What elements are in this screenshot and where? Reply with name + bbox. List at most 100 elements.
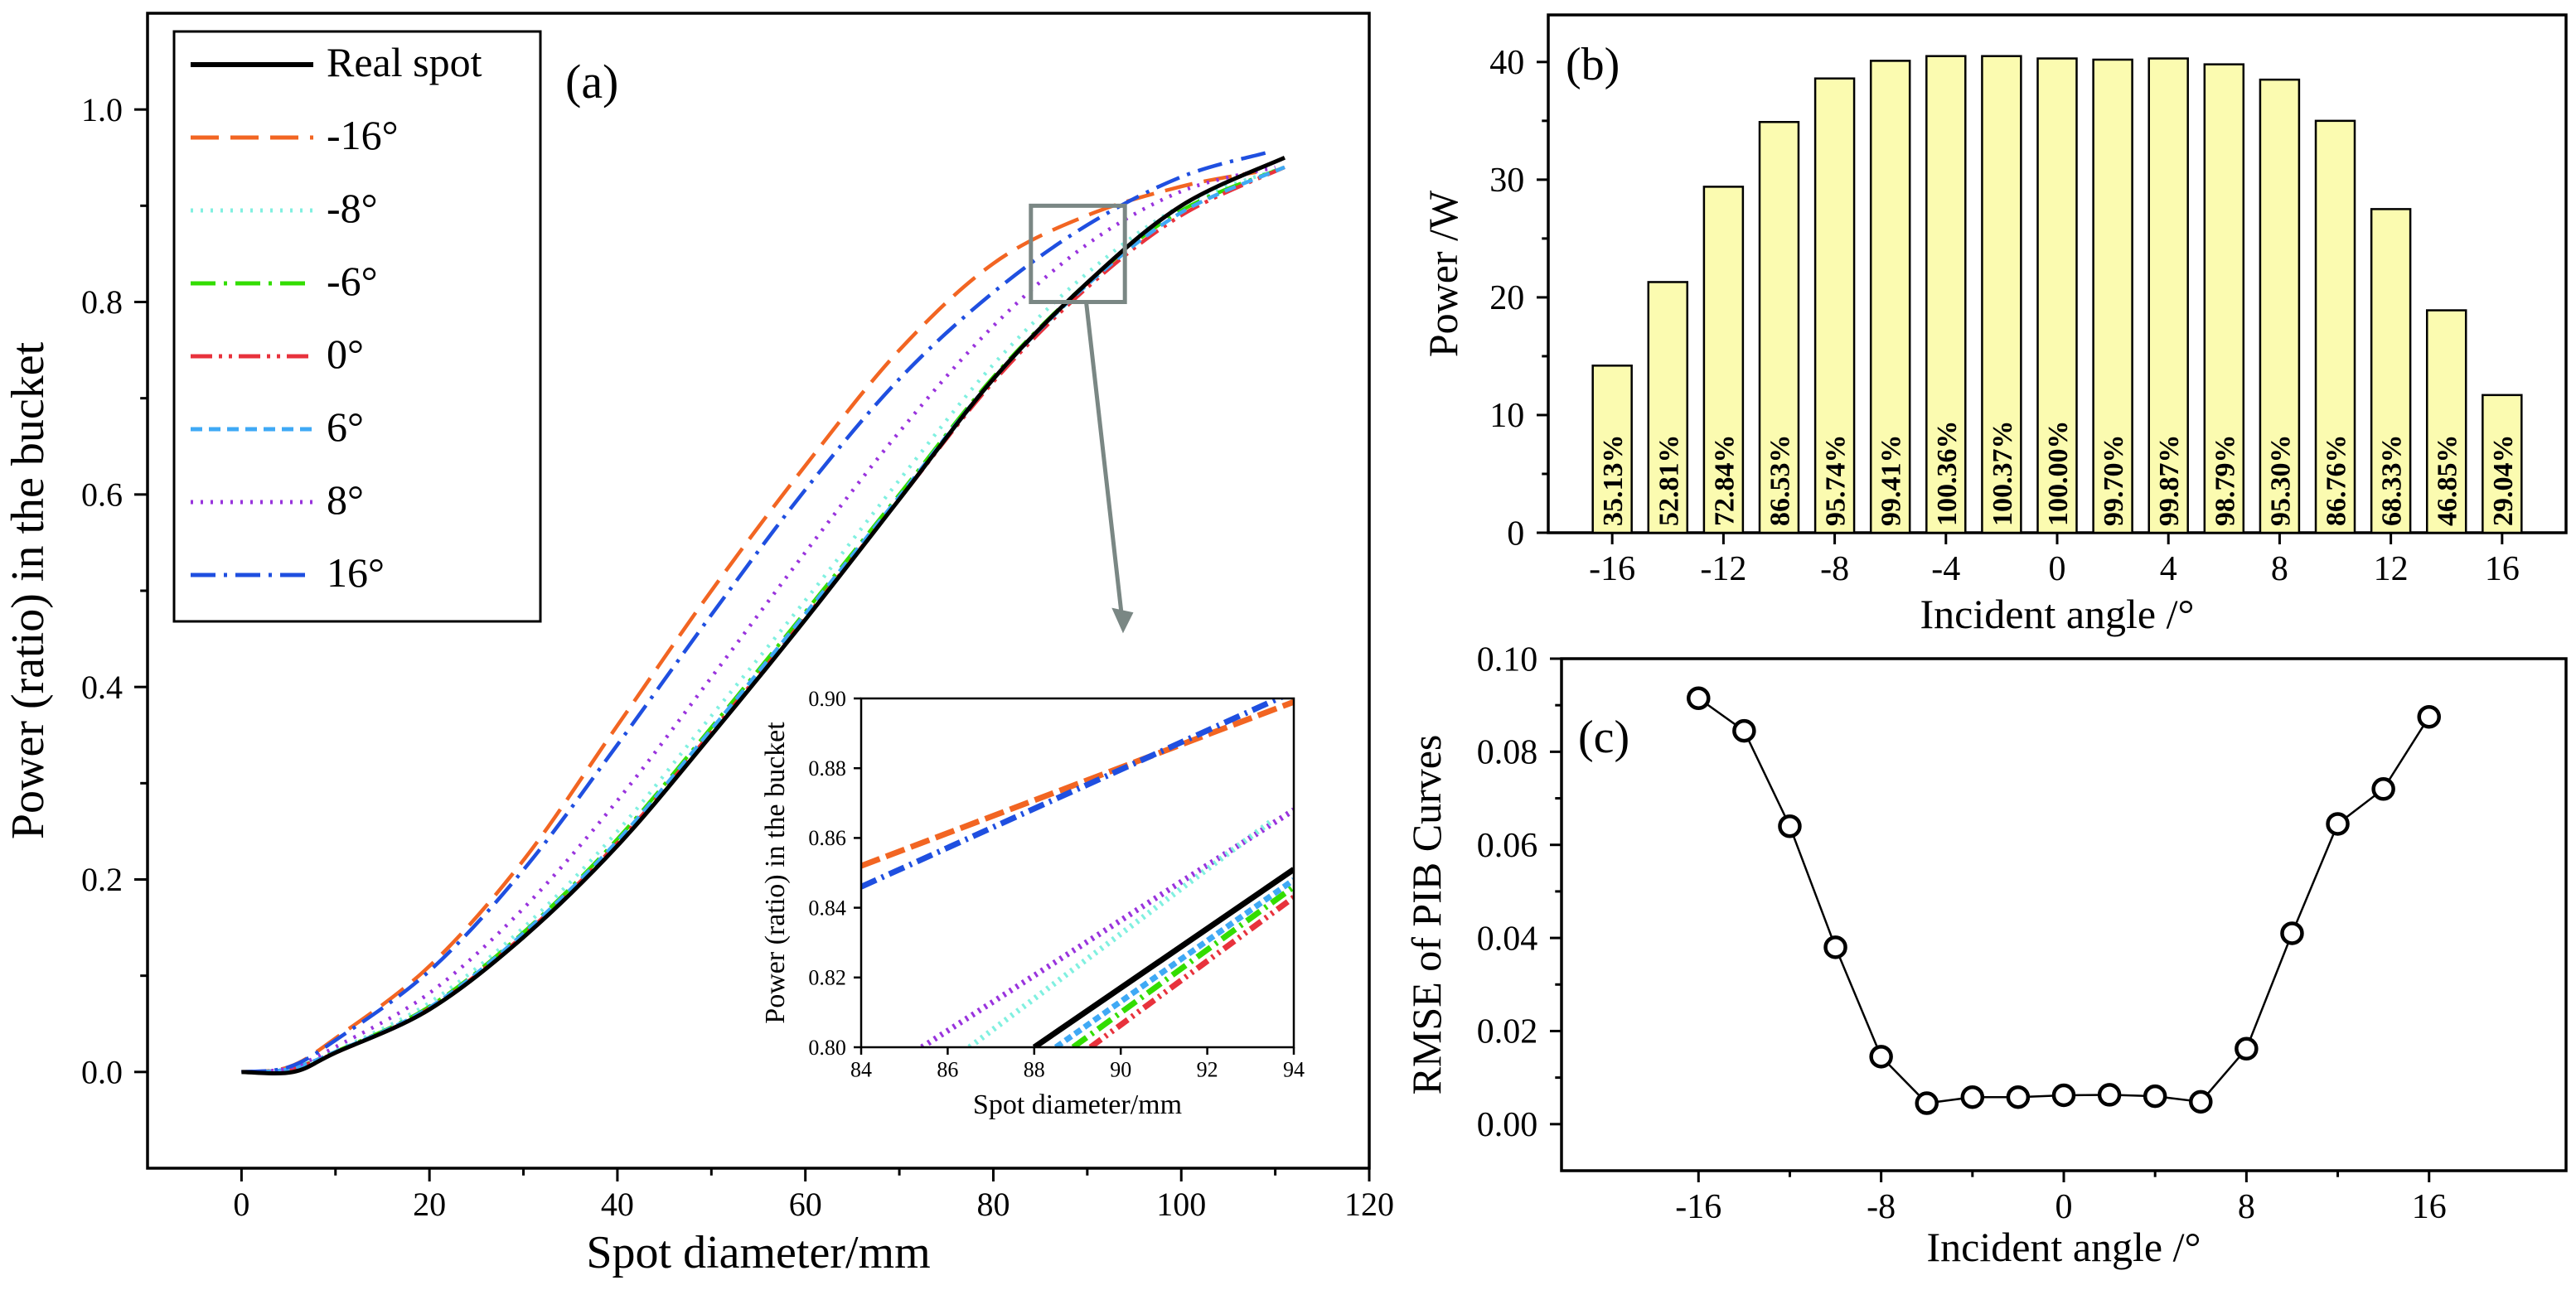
series-line [241,155,1286,1076]
bar [2147,57,2189,534]
rmse-point [1960,1085,1985,1109]
x-axis-label: Spot diameter/mm [586,1227,930,1278]
rmse-point [2006,1085,2031,1109]
bar [2482,394,2523,534]
rmse-point [2189,1089,2213,1114]
series-line [241,151,1266,1075]
x-tick-label: 120 [1344,1186,1394,1223]
bar-value-label: 46.85% [2433,435,2463,527]
y-tick-label: 0 [1507,515,1524,553]
y-tick-label: 0.80 [808,1036,846,1060]
x-axis-label: Spot diameter/mm [973,1089,1182,1120]
inset-chart: 84 86 88 90 92 94 0.80 0.82 0.84 0.86 0.88 0.90 Spot… [760,687,1305,1120]
bar-value-label: 86.53% [1765,435,1795,527]
panel-label: (c) [1578,712,1629,763]
x-tick-label: 20 [413,1186,446,1223]
x-tick-label: -16 [1589,550,1635,588]
y-tick-label: 0.06 [1477,827,1538,865]
y-tick-label: 0.8 [81,283,123,321]
x-tick-label: -12 [1700,550,1746,588]
rmse-point [2280,921,2304,945]
bar [1702,186,1745,534]
bar [2425,309,2467,534]
legend-label: -6° [327,258,378,304]
y-axis-label: Power (ratio) in the bucket [760,722,791,1024]
legend-label: 16° [327,549,385,596]
x-tick-label: 80 [976,1186,1010,1223]
bar [1591,365,1633,534]
y-tick-label: 0.90 [808,687,846,711]
x-tick-label: 0 [233,1186,249,1223]
legend-label: 6° [327,403,364,450]
bar-value-label: 95.30% [2265,435,2296,527]
x-tick-label: 88 [1024,1058,1045,1082]
inset-series-line [1053,877,1294,1047]
x-axis-label: Incident angle /° [1927,1224,2201,1270]
y-tick-label: 0.84 [808,896,846,920]
rmse-point [1869,1045,1893,1069]
x-tick-label: 12 [2374,550,2409,588]
rmse-point [2326,812,2350,836]
y-tick-label: 0.00 [1477,1106,1538,1144]
legend-label: 8° [327,476,364,523]
panel-label: (a) [565,55,618,109]
inset-series-line [1032,867,1294,1047]
x-tick-label: 90 [1110,1058,1131,1082]
zoom-arrowhead [1111,607,1134,634]
x-tick-label: 60 [789,1186,822,1223]
y-tick-label: 0.4 [81,669,123,706]
y-axis-label: Power /W [1420,190,1466,357]
bar-value-label: 99.70% [2099,435,2129,527]
bar [1758,121,1800,534]
y-tick-label: 0.04 [1477,920,1538,958]
zoom-arrow [1084,302,1124,614]
legend-label: -8° [327,185,378,231]
plot-frame [859,697,1295,1049]
x-tick-label: 86 [937,1058,958,1082]
bar [2036,57,2078,534]
bar-value-label: 72.84% [1709,435,1740,527]
bar [1925,55,1967,534]
rmse-point [1778,814,1802,838]
y-tick-label: 0.88 [808,756,846,780]
y-axis-label: Power (ratio) in the bucket [2,341,54,839]
x-tick-label: 16 [2412,1188,2447,1226]
rmse-point [1732,718,1756,743]
x-tick-label: -4 [1931,550,1960,588]
y-tick-label: 0.0 [81,1053,123,1090]
y-tick-label: 10 [1489,397,1524,435]
bar [2370,208,2412,534]
x-tick-label: 16 [2485,550,2520,588]
rmse-point [2371,777,2395,801]
inset-series-line [1071,884,1294,1047]
inset-lines [861,698,1294,1047]
inset-series-line [1088,895,1294,1047]
y-tick-label: 0.86 [808,826,846,850]
x-tick-label: -8 [1820,550,1849,588]
x-tick-label: 92 [1197,1058,1218,1082]
rmse-point [2097,1083,2122,1107]
y-tick-label: 20 [1489,279,1524,317]
series-line [241,165,1286,1075]
panel-label: (b) [1566,39,1620,90]
bar-value-label: 68.33% [2377,435,2408,527]
bar-value-label: 100.37% [1988,421,2018,527]
bar [2092,58,2133,534]
panel-a-chart: 0 20 40 60 80 100 120 0.0 0.2 0.4 0.6 0.8 1.0 Spot di… [2,12,1394,1278]
legend-label: -16° [327,112,399,158]
legend-label: 0° [327,331,364,377]
bar-value-label: 99.41% [1876,435,1907,527]
y-tick-label: 0.10 [1477,640,1538,679]
rmse-point [1687,686,1711,711]
legend-box [172,30,542,623]
inset-series-line [861,698,1286,890]
x-tick-label: 40 [601,1186,634,1223]
x-tick-label: 4 [2160,550,2177,588]
x-axis-label: Incident angle /° [1920,591,2195,637]
bar [2203,63,2245,534]
bar-value-label: 100.36% [1932,421,1963,527]
bar-value-label: 86.76% [2322,435,2352,527]
bar-value-label: 98.79% [2210,435,2240,527]
rmse-point [2235,1036,2259,1061]
